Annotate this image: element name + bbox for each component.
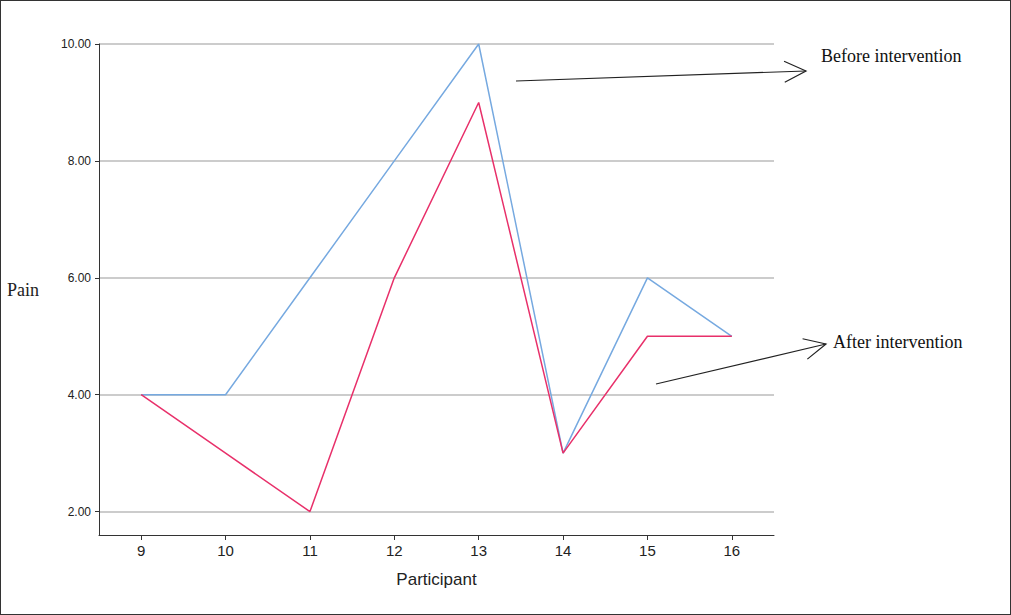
svg-text:10: 10 — [217, 542, 234, 559]
svg-text:10.00: 10.00 — [61, 37, 91, 51]
svg-text:14: 14 — [555, 542, 572, 559]
svg-text:9: 9 — [137, 542, 145, 559]
svg-text:2.00: 2.00 — [68, 505, 92, 519]
svg-text:4.00: 4.00 — [68, 388, 92, 402]
svg-text:16: 16 — [723, 542, 740, 559]
svg-text:Participant: Participant — [396, 570, 477, 589]
svg-text:12: 12 — [386, 542, 403, 559]
svg-text:Before intervention: Before intervention — [821, 46, 961, 66]
svg-text:11: 11 — [302, 542, 318, 559]
svg-text:6.00: 6.00 — [68, 271, 92, 285]
svg-text:After intervention: After intervention — [833, 332, 962, 352]
svg-text:15: 15 — [639, 542, 656, 559]
svg-text:8.00: 8.00 — [68, 154, 92, 168]
svg-text:Pain: Pain — [7, 280, 39, 300]
svg-text:13: 13 — [470, 542, 487, 559]
